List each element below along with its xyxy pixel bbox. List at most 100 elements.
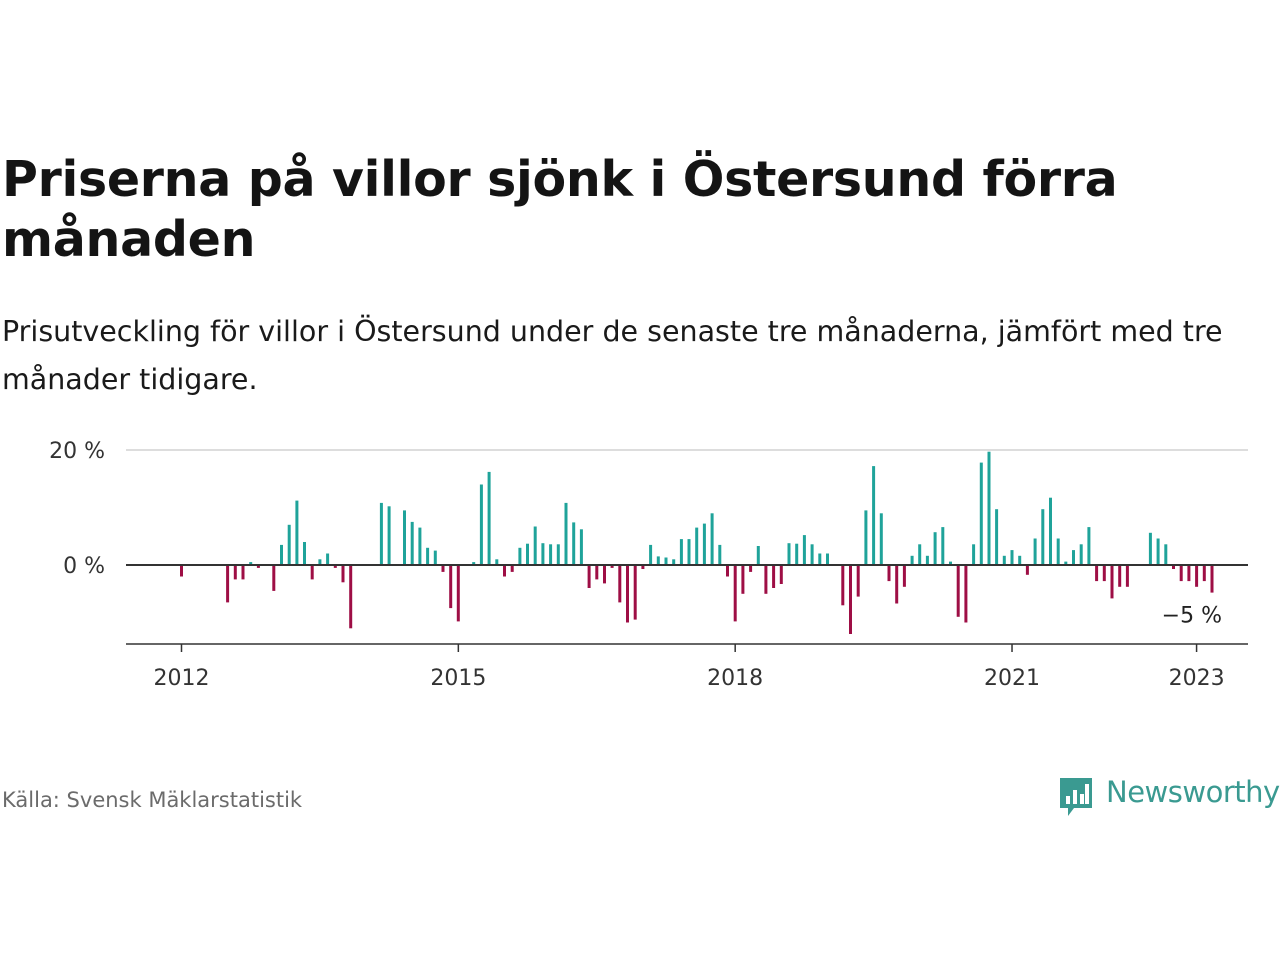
bar xyxy=(849,565,852,634)
bar xyxy=(864,510,868,565)
bar xyxy=(679,539,683,565)
bar xyxy=(810,544,814,565)
bar xyxy=(433,550,437,565)
bar xyxy=(503,565,506,577)
bar xyxy=(795,543,799,565)
bar xyxy=(1002,555,1006,565)
bar-chart: 0 % 20 % 2012 2015 2018 2021 2023 −5 % xyxy=(49,439,1248,691)
bar xyxy=(633,565,637,620)
bar xyxy=(403,510,406,565)
bar xyxy=(995,509,999,565)
bar xyxy=(1087,527,1091,565)
bar xyxy=(418,527,422,565)
newsworthy-logo-icon xyxy=(1060,778,1092,816)
bar xyxy=(879,513,883,566)
bar xyxy=(710,513,714,566)
bar xyxy=(272,565,276,591)
brand-logo[interactable]: Newsworthy xyxy=(1058,774,1280,820)
bar xyxy=(479,484,483,565)
x-tick-label: 2021 xyxy=(984,666,1040,691)
bar xyxy=(1202,565,1206,582)
bar xyxy=(233,565,237,580)
bar xyxy=(749,565,753,572)
bar xyxy=(287,524,291,566)
bar xyxy=(410,521,414,565)
bar xyxy=(280,544,283,565)
bar xyxy=(787,543,791,565)
bar xyxy=(726,565,729,577)
bar xyxy=(549,544,553,565)
bar xyxy=(256,565,260,568)
bar xyxy=(1179,565,1183,582)
bar xyxy=(1049,497,1052,565)
bar xyxy=(895,565,899,604)
bar xyxy=(987,451,991,565)
bar xyxy=(449,565,453,609)
bar xyxy=(949,561,952,565)
bar xyxy=(518,547,522,566)
bar xyxy=(695,527,699,565)
bar xyxy=(1064,561,1068,565)
bar xyxy=(925,555,929,565)
bar xyxy=(456,565,460,622)
bar xyxy=(872,466,876,565)
bar xyxy=(333,565,337,568)
bar xyxy=(564,502,568,565)
bar xyxy=(587,565,591,588)
bar xyxy=(626,565,629,623)
bar xyxy=(1118,565,1122,587)
x-tick-label: 2015 xyxy=(430,666,486,691)
bar xyxy=(618,565,622,603)
bar xyxy=(1164,544,1168,565)
bar xyxy=(1156,538,1160,565)
bar xyxy=(1010,550,1014,566)
bar xyxy=(1056,538,1060,565)
source-note: Källa: Svensk Mäklarstatistik xyxy=(2,788,303,812)
bar xyxy=(956,565,960,617)
bar xyxy=(818,553,822,565)
bar xyxy=(526,543,529,565)
bar xyxy=(226,565,230,603)
bar xyxy=(572,522,576,565)
last-value-label: −5 % xyxy=(1162,604,1222,629)
bar xyxy=(856,565,860,597)
bar xyxy=(918,544,922,565)
bar xyxy=(326,553,330,565)
bar xyxy=(1095,565,1099,582)
bar xyxy=(841,565,845,606)
y-tick-label: 0 % xyxy=(63,554,105,579)
bar xyxy=(756,546,760,565)
bar xyxy=(718,544,722,565)
bar xyxy=(933,532,937,565)
bar xyxy=(387,506,391,565)
bar xyxy=(964,565,968,623)
bar xyxy=(826,553,829,565)
bar xyxy=(495,559,499,566)
bar xyxy=(341,565,345,583)
bar xyxy=(664,557,668,565)
bar xyxy=(910,555,914,565)
bar xyxy=(303,542,306,565)
y-tick-label: 20 % xyxy=(49,439,105,464)
bar xyxy=(641,565,645,569)
bar xyxy=(1195,565,1199,587)
bar xyxy=(941,527,945,565)
bar xyxy=(649,544,653,565)
x-tick-label: 2023 xyxy=(1169,666,1225,691)
chart-subtitle: Prisutveckling för villor i Östersund un… xyxy=(2,315,1223,396)
x-tick-label: 2012 xyxy=(154,666,210,691)
bar xyxy=(1148,532,1152,565)
bar xyxy=(702,523,706,565)
bar xyxy=(1172,565,1175,569)
bar xyxy=(295,500,299,565)
brand-name: Newsworthy xyxy=(1106,775,1280,809)
bar xyxy=(318,559,322,566)
bar xyxy=(487,471,491,565)
bar xyxy=(672,559,676,566)
bar xyxy=(310,565,314,580)
bar xyxy=(1102,565,1106,582)
bar xyxy=(1079,544,1083,565)
bar xyxy=(1018,555,1022,565)
bar xyxy=(1072,550,1075,566)
bar xyxy=(533,526,537,565)
